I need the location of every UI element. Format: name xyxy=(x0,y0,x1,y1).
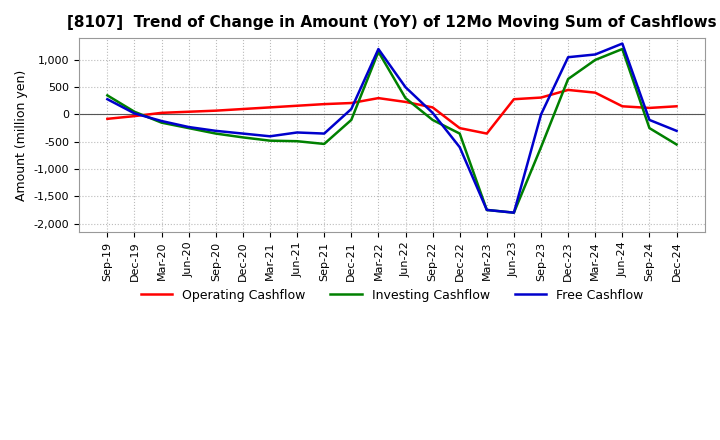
Operating Cashflow xyxy=(618,104,626,109)
Free Cashflow xyxy=(238,131,247,136)
Operating Cashflow xyxy=(238,106,247,112)
Investing Cashflow xyxy=(212,131,220,136)
Investing Cashflow xyxy=(645,125,654,131)
Title: [8107]  Trend of Change in Amount (YoY) of 12Mo Moving Sum of Cashflows: [8107] Trend of Change in Amount (YoY) o… xyxy=(67,15,717,30)
Operating Cashflow xyxy=(645,105,654,110)
Operating Cashflow xyxy=(401,99,410,105)
Free Cashflow xyxy=(564,55,572,60)
Free Cashflow xyxy=(266,134,274,139)
Free Cashflow xyxy=(130,111,139,116)
Investing Cashflow xyxy=(455,131,464,136)
Line: Investing Cashflow: Investing Cashflow xyxy=(107,49,677,213)
Free Cashflow xyxy=(618,41,626,46)
Free Cashflow xyxy=(184,125,193,130)
Free Cashflow xyxy=(536,112,545,117)
Free Cashflow xyxy=(645,117,654,123)
Investing Cashflow xyxy=(618,46,626,51)
Investing Cashflow xyxy=(238,135,247,140)
Operating Cashflow xyxy=(184,109,193,114)
Investing Cashflow xyxy=(374,49,383,55)
Operating Cashflow xyxy=(374,95,383,101)
Free Cashflow xyxy=(672,128,681,133)
Operating Cashflow xyxy=(347,100,356,106)
Free Cashflow xyxy=(401,84,410,90)
Free Cashflow xyxy=(347,106,356,112)
Free Cashflow xyxy=(374,46,383,51)
Investing Cashflow xyxy=(510,210,518,215)
Operating Cashflow xyxy=(455,125,464,131)
Investing Cashflow xyxy=(591,57,600,62)
Line: Operating Cashflow: Operating Cashflow xyxy=(107,90,677,134)
Legend: Operating Cashflow, Investing Cashflow, Free Cashflow: Operating Cashflow, Investing Cashflow, … xyxy=(135,284,648,307)
Investing Cashflow xyxy=(347,117,356,123)
Operating Cashflow xyxy=(510,96,518,102)
Operating Cashflow xyxy=(130,114,139,119)
Operating Cashflow xyxy=(536,95,545,100)
Operating Cashflow xyxy=(266,105,274,110)
Free Cashflow xyxy=(103,96,112,102)
Y-axis label: Amount (million yen): Amount (million yen) xyxy=(15,70,28,201)
Operating Cashflow xyxy=(428,105,437,110)
Investing Cashflow xyxy=(157,120,166,125)
Free Cashflow xyxy=(157,118,166,124)
Investing Cashflow xyxy=(293,139,302,144)
Free Cashflow xyxy=(482,207,491,213)
Investing Cashflow xyxy=(320,141,328,147)
Operating Cashflow xyxy=(564,87,572,92)
Free Cashflow xyxy=(320,131,328,136)
Investing Cashflow xyxy=(536,145,545,150)
Free Cashflow xyxy=(591,52,600,57)
Operating Cashflow xyxy=(591,90,600,95)
Investing Cashflow xyxy=(130,109,139,114)
Investing Cashflow xyxy=(266,138,274,143)
Free Cashflow xyxy=(455,145,464,150)
Operating Cashflow xyxy=(320,102,328,107)
Line: Free Cashflow: Free Cashflow xyxy=(107,44,677,213)
Free Cashflow xyxy=(510,210,518,215)
Investing Cashflow xyxy=(564,77,572,82)
Free Cashflow xyxy=(428,110,437,115)
Investing Cashflow xyxy=(103,93,112,98)
Free Cashflow xyxy=(212,128,220,133)
Investing Cashflow xyxy=(401,95,410,101)
Operating Cashflow xyxy=(212,108,220,113)
Operating Cashflow xyxy=(103,116,112,121)
Operating Cashflow xyxy=(157,110,166,115)
Investing Cashflow xyxy=(428,117,437,123)
Investing Cashflow xyxy=(482,207,491,213)
Operating Cashflow xyxy=(672,104,681,109)
Investing Cashflow xyxy=(672,142,681,147)
Operating Cashflow xyxy=(482,131,491,136)
Investing Cashflow xyxy=(184,125,193,131)
Operating Cashflow xyxy=(293,103,302,108)
Free Cashflow xyxy=(293,130,302,135)
